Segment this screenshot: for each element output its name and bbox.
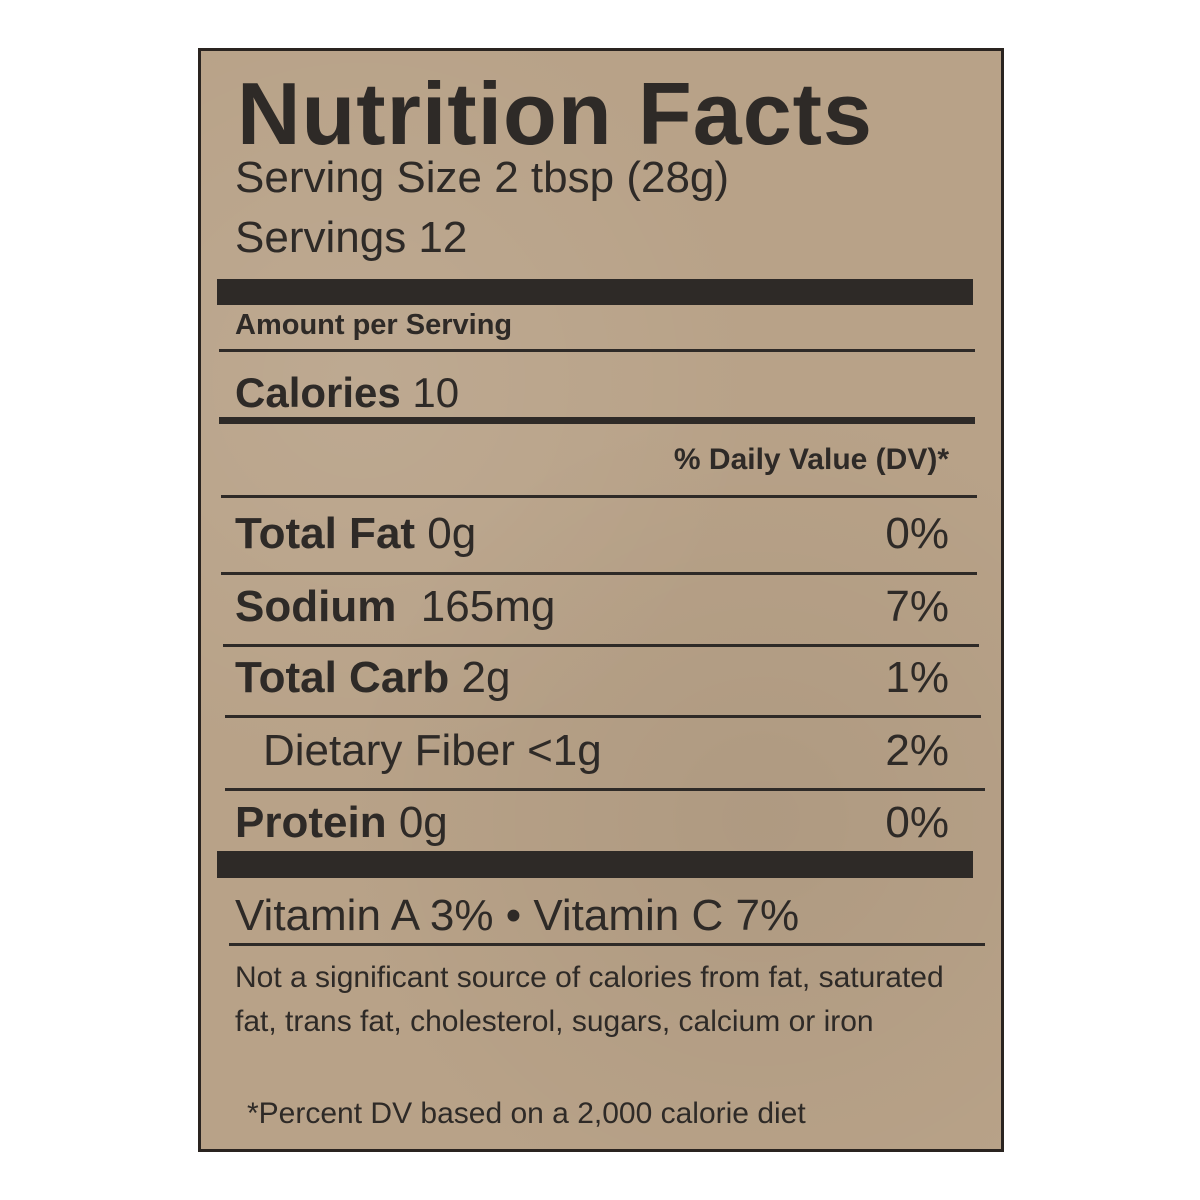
thick-divider (217, 851, 973, 878)
nutrient-dv: 0% (885, 509, 949, 558)
nutrient-amount: <1g (527, 726, 602, 775)
divider (225, 715, 981, 718)
nutrient-row-protein: Protein 0g 0% (235, 798, 949, 848)
nutrient-dv: 2% (885, 726, 949, 775)
daily-value-footnote: *Percent DV based on a 2,000 calorie die… (247, 1097, 806, 1130)
vitamin-a: Vitamin A 3% (235, 891, 494, 940)
vitamins-line: Vitamin A 3% • Vitamin C 7% (235, 891, 799, 941)
divider (229, 943, 985, 946)
divider (223, 644, 979, 647)
nutrient-row-sodium: Sodium 165mg 7% (235, 582, 949, 632)
nutrient-amount: 0g (398, 798, 448, 847)
calories-label: Calories (235, 369, 401, 416)
nutrient-name: Dietary Fiber (263, 726, 515, 775)
servings-per-container: Servings 12 (235, 213, 468, 262)
nutrient-amount: 2g (461, 653, 511, 702)
thick-divider (217, 279, 973, 305)
nutrient-row-dietary-fiber: Dietary Fiber <1g 2% (263, 726, 949, 776)
nutrient-amount: 0g (427, 509, 477, 558)
medium-divider (219, 417, 975, 424)
nutrition-facts-label: Nutrition Facts Serving Size 2 tbsp (28g… (198, 48, 1004, 1152)
nutrient-row-total-carb: Total Carb 2g 1% (235, 653, 949, 703)
label-title: Nutrition Facts (237, 64, 873, 163)
nutrient-dv: 0% (885, 798, 949, 847)
nutrient-row-total-fat: Total Fat 0g 0% (235, 509, 949, 559)
nutrient-dv: 7% (885, 582, 949, 631)
vitamin-c: Vitamin C 7% (533, 891, 800, 940)
serving-size: Serving Size 2 tbsp (28g) (235, 153, 730, 202)
nutrient-name: Total Fat (235, 509, 416, 558)
insignificant-source-note: Not a significant source of calories fro… (235, 961, 944, 1038)
nutrient-dv: 1% (885, 653, 949, 702)
divider (225, 788, 985, 791)
divider (221, 572, 977, 575)
calories: Calories 10 (235, 369, 459, 417)
calories-value: 10 (412, 369, 460, 416)
daily-value-header: % Daily Value (DV)* (673, 443, 949, 476)
nutrient-name: Total Carb (235, 653, 450, 702)
divider (219, 349, 975, 352)
bullet-separator: • (505, 891, 522, 940)
amount-per-serving: Amount per Serving (235, 309, 513, 341)
nutrient-amount: 165mg (420, 582, 556, 631)
divider (221, 495, 977, 498)
nutrient-name: Sodium (235, 582, 397, 631)
nutrient-name: Protein (235, 798, 387, 847)
